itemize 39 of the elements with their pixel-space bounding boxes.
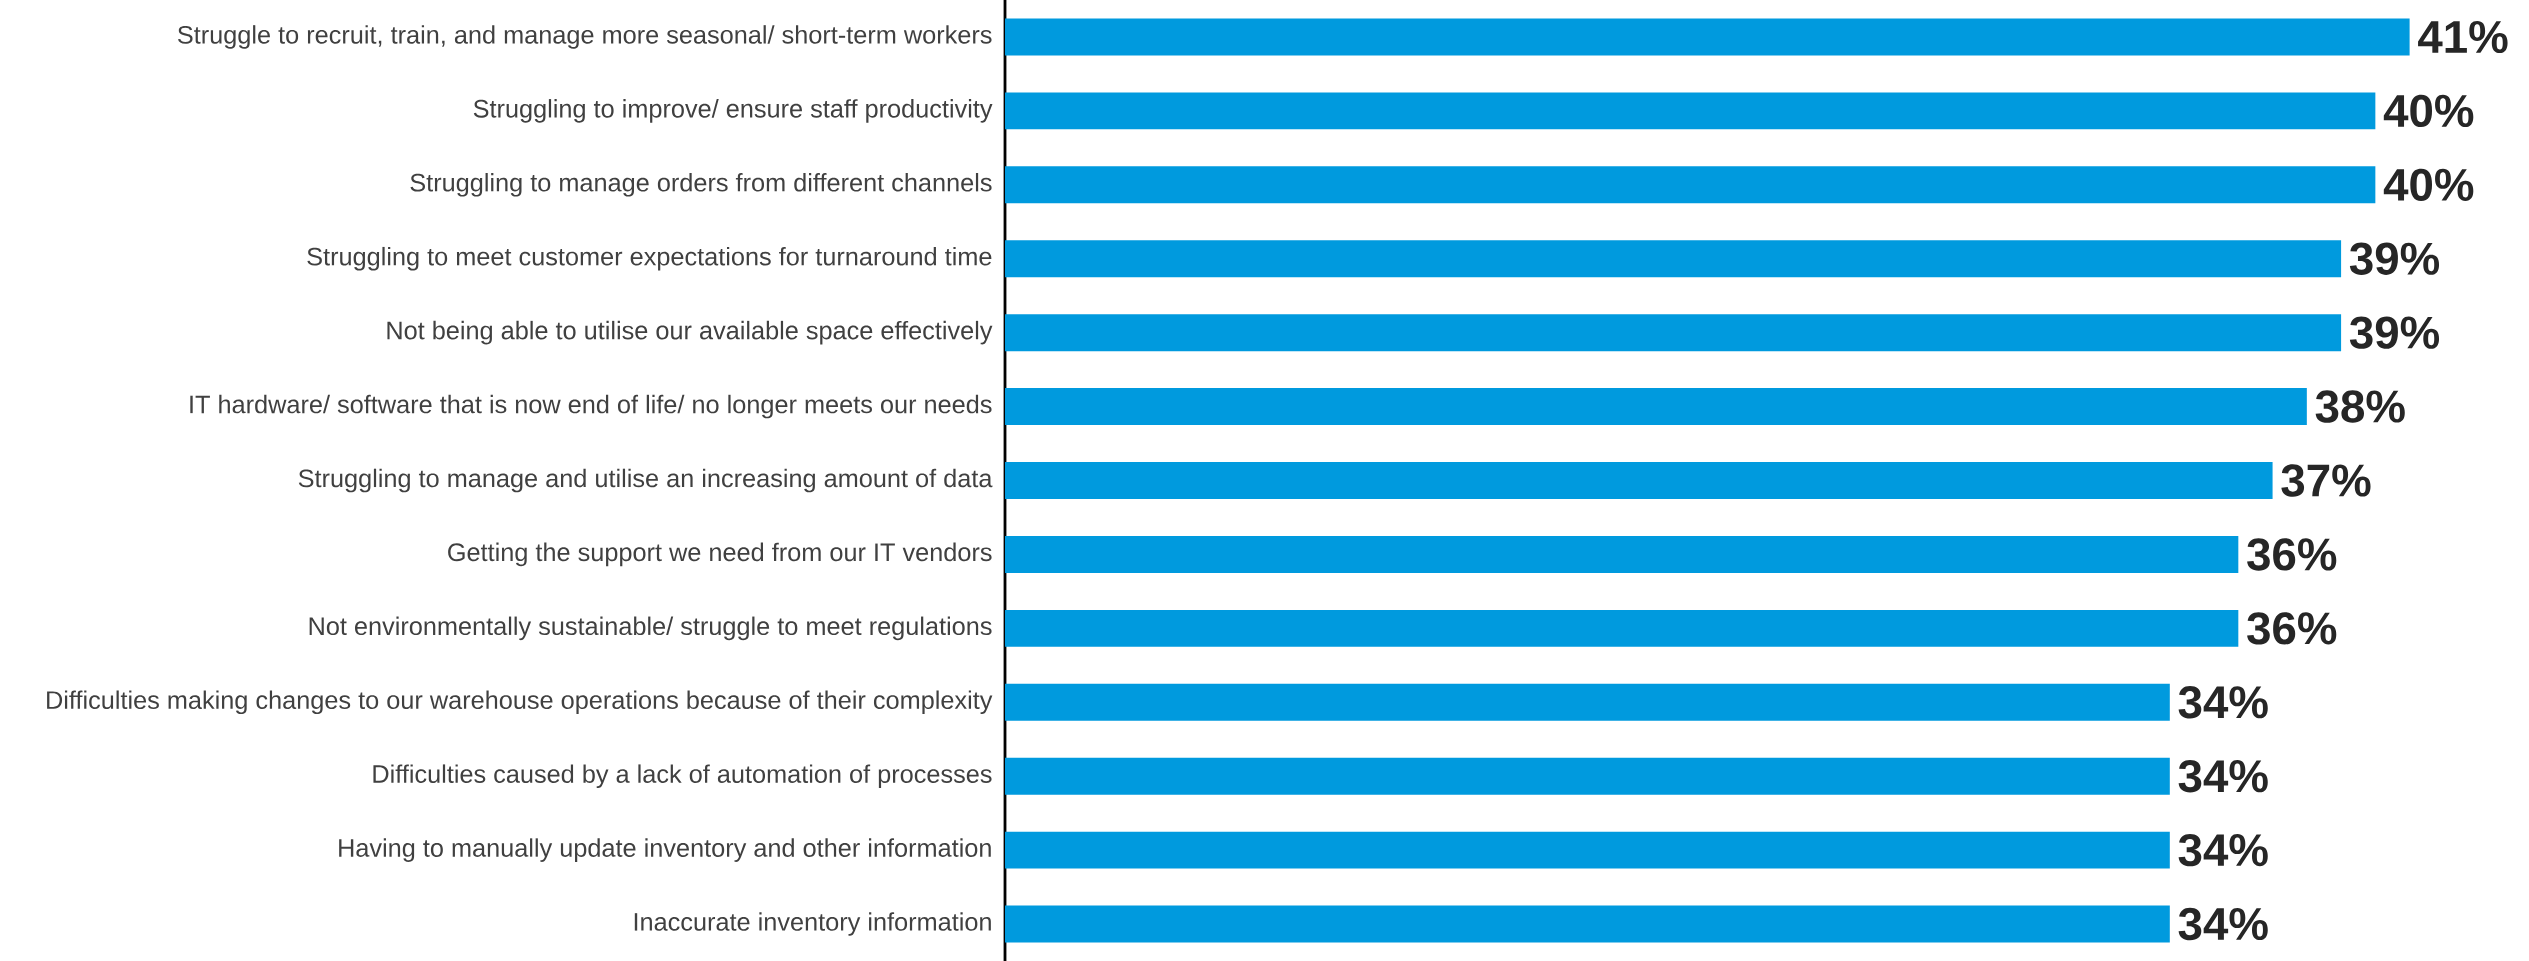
bar <box>1005 609 2239 647</box>
y-tick-label: Struggling to manage orders from different channels <box>410 173 992 197</box>
y-tick-label: Getting the support we need from our IT vendors <box>448 542 992 567</box>
y-tick-label: IT hardware/ software that is now end of life/ no longer meets our needs <box>190 394 992 419</box>
data-label: 40% <box>2383 94 2474 128</box>
bar <box>1005 757 2170 795</box>
y-tick-label: Struggle to recruit, train, and manage more seasonal/ short-term workers <box>177 25 992 49</box>
data-label: 37% <box>2281 464 2371 497</box>
bar <box>1005 831 2170 869</box>
y-tick-label: Struggling to improve/ ensure staff productivity <box>473 99 993 123</box>
y-tick-label: Difficulties caused by a lack of automation of processes <box>373 764 992 788</box>
y-tick-label: Having to manually update inventory and other information <box>339 838 991 862</box>
bar <box>1005 683 2170 721</box>
bar <box>1005 240 2342 278</box>
data-label: 39% <box>2349 242 2440 275</box>
y-tick-label: Difficulties making changes to our warehouse operations because of their complexity <box>47 690 993 715</box>
data-label: 41% <box>2418 20 2508 54</box>
data-label: 39% <box>2349 316 2440 349</box>
data-label: 36% <box>2247 612 2337 645</box>
bar <box>1005 388 2307 426</box>
y-tick-label: Inaccurate inventory information <box>634 912 991 936</box>
bar <box>1005 18 2410 56</box>
data-label: 34% <box>2178 833 2268 867</box>
data-label: 34% <box>2178 759 2268 793</box>
data-label: 38% <box>2315 390 2405 423</box>
bar <box>1005 462 2273 499</box>
data-label: 40% <box>2383 168 2474 201</box>
y-tick-label: Struggling to meet customer expectations for turnaround time <box>307 246 992 271</box>
bar <box>1005 314 2342 352</box>
bar <box>1005 905 2170 943</box>
y-tick-label: Not environmentally sustainable/ struggle to meet regulations <box>309 616 992 641</box>
y-tick-label: Struggling to manage and utilise an increasing amount of data <box>298 468 993 493</box>
bar <box>1005 535 2239 573</box>
y-tick-label: Not being able to utilise our available space effectively <box>387 320 993 345</box>
bar <box>1005 92 2376 130</box>
bar <box>1005 166 2376 204</box>
data-label: 34% <box>2178 686 2268 719</box>
data-label: 34% <box>2178 907 2268 941</box>
data-label: 36% <box>2247 538 2337 571</box>
